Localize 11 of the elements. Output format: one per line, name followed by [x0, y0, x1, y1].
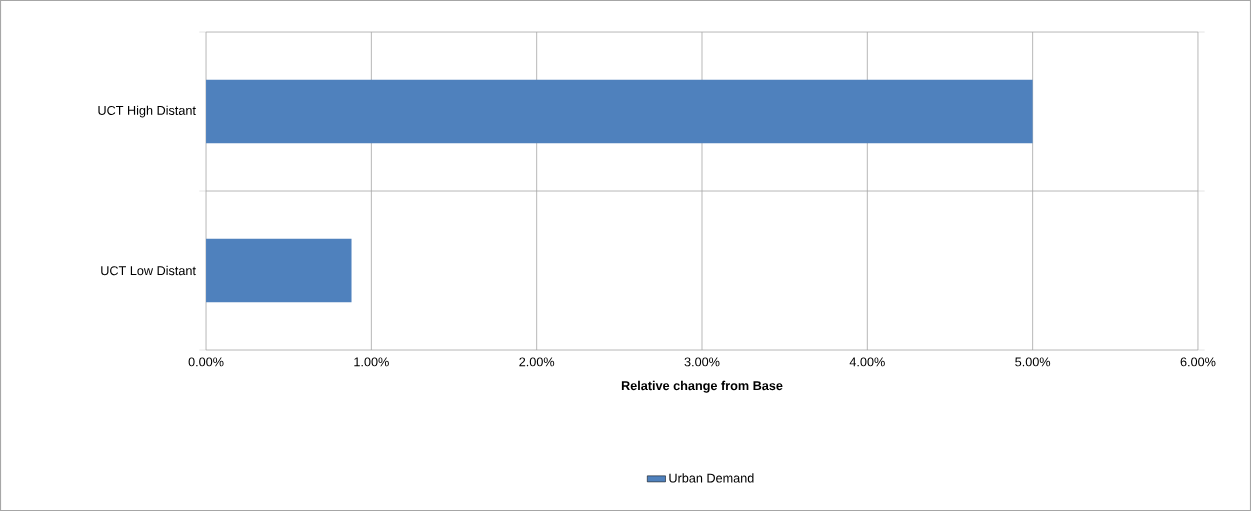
y-tick-label: UCT High Distant — [98, 105, 196, 118]
x-tick-label: 1.00% — [354, 357, 389, 367]
y-tick-label: UCT Low Distant — [101, 265, 196, 276]
legend-label: Urban Demand — [669, 473, 754, 483]
x-tick-label: 2.00% — [519, 357, 555, 367]
x-tick-label: 3.00% — [684, 357, 720, 367]
x-tick-label: 5.00% — [1015, 357, 1051, 367]
x-tick-label: 6.00% — [1180, 357, 1216, 367]
x-tick-label: 4.00% — [849, 357, 885, 367]
x-axis-title: Relative change from Base — [621, 380, 783, 393]
x-tick-label: 0.00% — [188, 357, 224, 367]
